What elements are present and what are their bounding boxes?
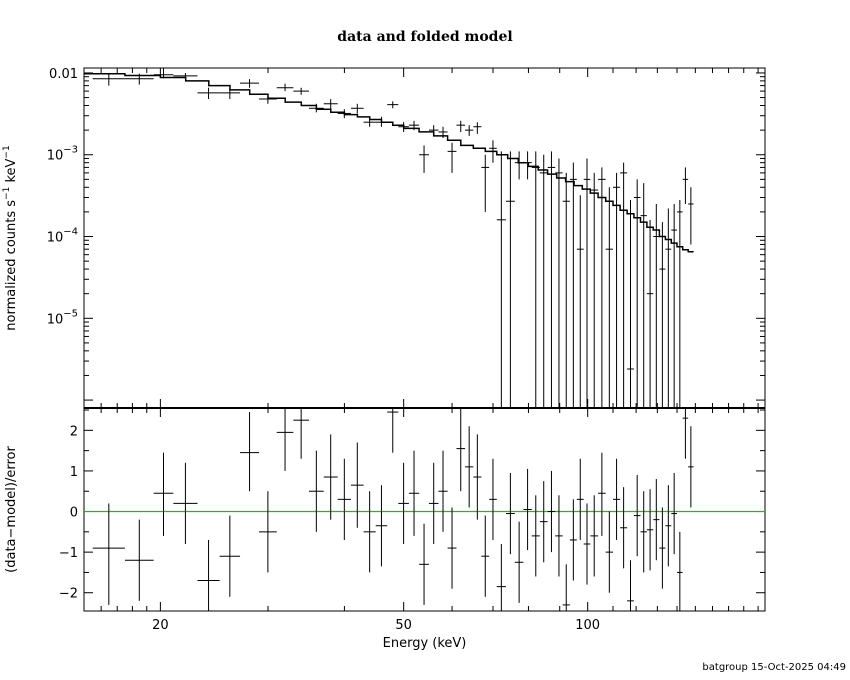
y-tick-label: 10−4 — [47, 227, 78, 246]
y-axis-label: normalized counts s−1 keV−1 — [2, 145, 19, 330]
x-tick-label: 100 — [575, 618, 600, 633]
residuals-panel: 20 50 100 2 1 0 −1 −2 (data−model)/error — [4, 407, 766, 633]
x-axis-label: Energy (keV) — [382, 636, 467, 651]
chart-title: data and folded model — [337, 29, 513, 45]
y-tick-label: 0.01 — [49, 67, 78, 82]
y-tick-label: 0 — [70, 506, 78, 521]
residual-y-axis-label: (data−model)/error — [4, 446, 19, 573]
y-tick-label: 1 — [70, 465, 78, 480]
footer-stamp: batgroup 15-Oct-2025 04:49 — [702, 662, 846, 673]
y-tick-label: −1 — [59, 546, 78, 561]
residuals-frame — [83, 407, 766, 612]
y-tick-label: 10−3 — [47, 145, 78, 164]
y-tick-label: 10−5 — [47, 308, 78, 327]
x-tick-label: 20 — [152, 618, 169, 633]
y-tick-label: 2 — [70, 424, 78, 439]
spectrum-panel: 0.01 10−3 10−4 10−5 normalized counts s−1 ke… — [2, 67, 766, 409]
x-tick-label: 50 — [395, 618, 412, 633]
y-tick-label: −2 — [59, 587, 78, 602]
